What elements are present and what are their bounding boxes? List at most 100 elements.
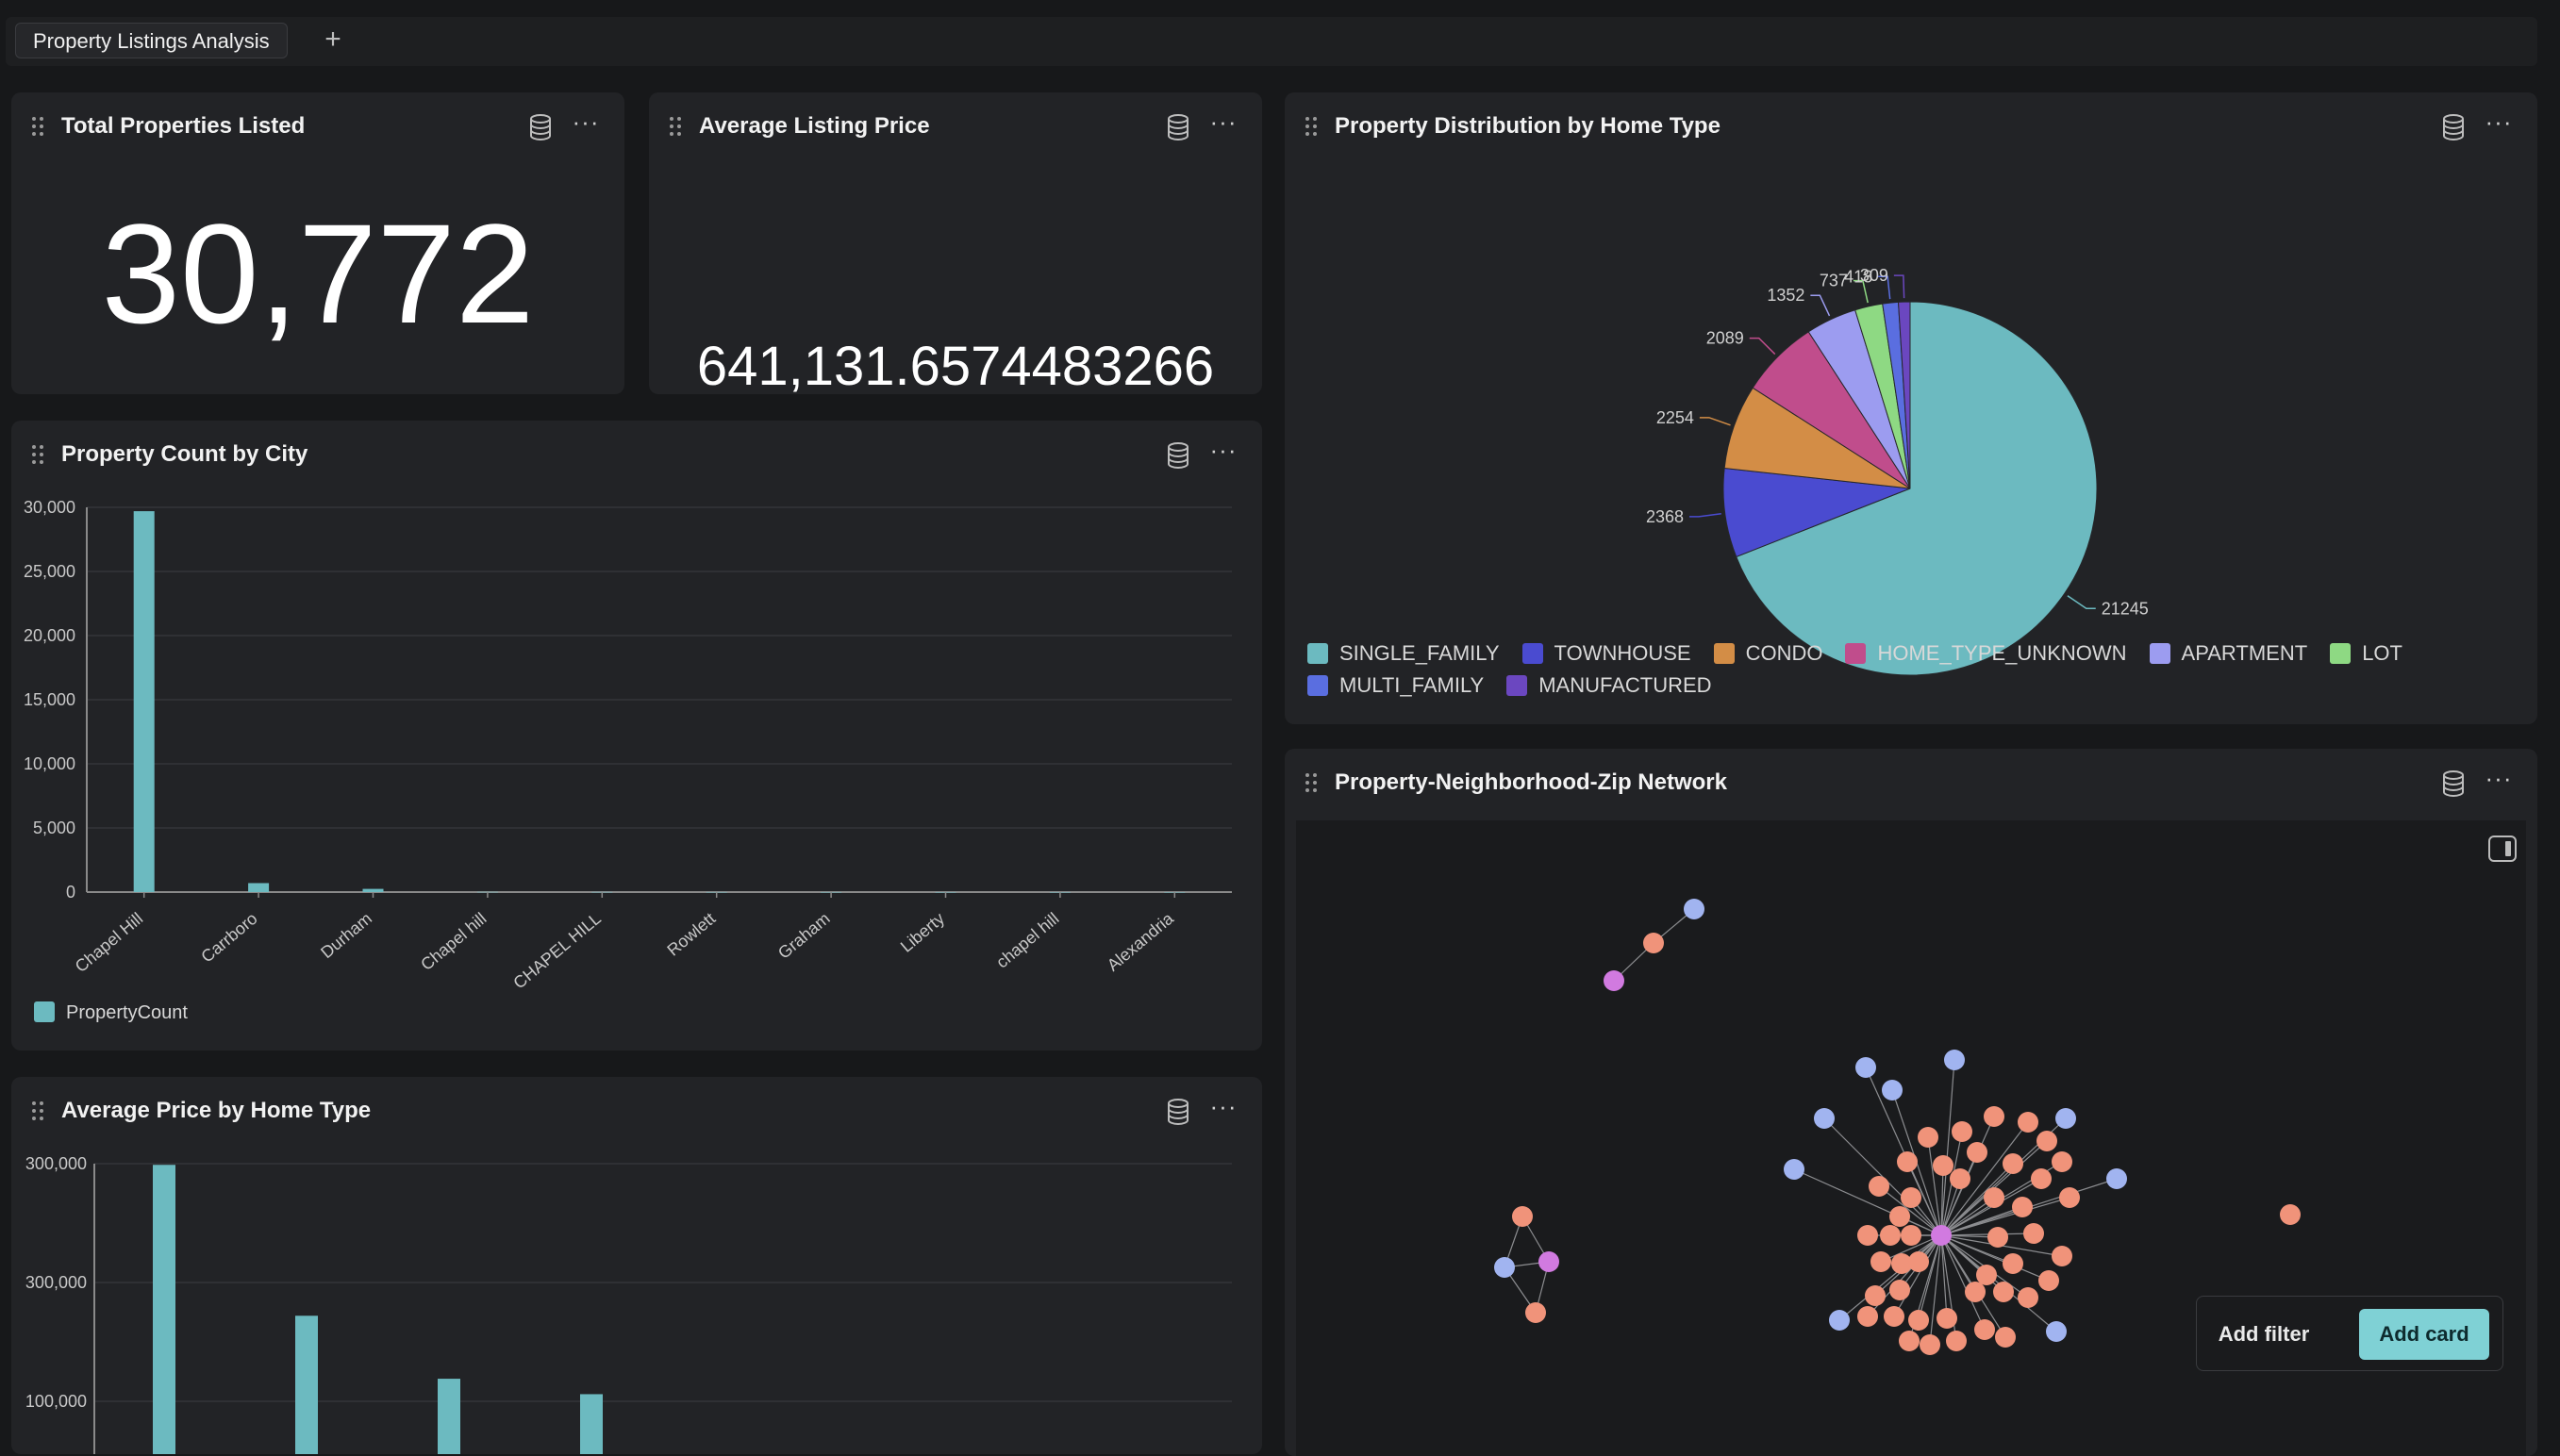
card-total-properties: Total Properties Listed ··· 30,772 xyxy=(11,92,624,394)
legend-item[interactable]: SINGLE_FAMILY xyxy=(1307,641,1500,666)
neighborhood-node xyxy=(1494,1257,1515,1278)
bar xyxy=(362,888,384,892)
y-tick-label: 300,000 xyxy=(25,1154,87,1173)
property-node xyxy=(1889,1206,1910,1227)
neighborhood-node xyxy=(2055,1108,2076,1129)
neighborhood-node xyxy=(1944,1050,1965,1070)
bar xyxy=(153,1165,175,1454)
y-tick-label: 10,000 xyxy=(24,754,75,773)
add-filter-button[interactable]: Add filter xyxy=(2218,1322,2310,1346)
property-node xyxy=(1899,1331,1920,1351)
neighborhood-node xyxy=(2046,1321,2067,1342)
legend-item[interactable]: HOME_TYPE_UNKNOWN xyxy=(1845,641,2127,666)
more-options-icon[interactable]: ··· xyxy=(1209,108,1238,136)
pie-value-label: 1352 xyxy=(1767,286,1804,305)
property-node xyxy=(1897,1151,1918,1172)
more-options-icon[interactable]: ··· xyxy=(1209,1092,1238,1120)
x-tick-label: chapel hill xyxy=(992,909,1062,972)
database-icon[interactable] xyxy=(528,113,553,141)
database-icon[interactable] xyxy=(1166,1098,1190,1126)
card-title: Property-Neighborhood-Zip Network xyxy=(1335,769,1727,795)
network-edge xyxy=(1940,1197,2070,1236)
property-node xyxy=(1901,1225,1921,1246)
pie-leader-line xyxy=(1688,512,1721,518)
property-node xyxy=(2018,1112,2038,1133)
neighborhood-node xyxy=(1684,899,1704,919)
drag-handle-icon[interactable] xyxy=(32,117,47,138)
property-node xyxy=(2012,1197,2033,1217)
more-options-icon[interactable]: ··· xyxy=(1209,436,1238,464)
add-card-button[interactable]: Add card xyxy=(2359,1309,2489,1360)
legend-item[interactable]: LOT xyxy=(2330,641,2402,666)
legend-item[interactable]: MANUFACTURED xyxy=(1506,673,1712,698)
network-edge xyxy=(1940,1197,1995,1236)
pie-value-label: 21245 xyxy=(2102,599,2149,618)
bar xyxy=(438,1379,460,1454)
y-tick-label: 20,000 xyxy=(24,626,75,645)
x-tick-label: Chapel Hill xyxy=(72,909,147,976)
bar xyxy=(295,1315,318,1454)
property-node xyxy=(2052,1246,2072,1266)
x-tick-label: Durham xyxy=(317,909,375,962)
drag-handle-icon[interactable] xyxy=(32,445,47,466)
legend-swatch xyxy=(2149,643,2170,664)
pie-value-label: 2368 xyxy=(1646,507,1684,526)
drag-handle-icon[interactable] xyxy=(32,1101,47,1122)
tab-property-listings-analysis[interactable]: Property Listings Analysis xyxy=(15,23,288,58)
pie-slice xyxy=(1722,467,1911,558)
database-icon[interactable] xyxy=(2441,769,2466,798)
pie-value-label: 2254 xyxy=(1656,408,1694,427)
y-tick-label: 15,000 xyxy=(24,690,75,709)
legend-label: MANUFACTURED xyxy=(1538,673,1712,697)
more-options-icon[interactable]: ··· xyxy=(2485,764,2513,792)
property-node xyxy=(1984,1106,2004,1127)
property-node xyxy=(1525,1302,1546,1323)
x-tick-label: Chapel hill xyxy=(417,909,490,974)
drag-handle-icon[interactable] xyxy=(1305,117,1321,138)
property-node xyxy=(2003,1253,2023,1274)
x-tick-label: CHAPEL HILL xyxy=(509,909,604,993)
property-node xyxy=(1952,1121,1972,1142)
metric-value: 641,131.6574483266 xyxy=(696,336,1215,394)
legend-item[interactable]: MULTI_FAMILY xyxy=(1307,673,1484,698)
floating-action-bar: Add filter Add card xyxy=(2196,1296,2503,1371)
property-node xyxy=(1889,1280,1910,1300)
legend-label: TOWNHOUSE xyxy=(1554,641,1691,665)
network-edge xyxy=(1893,1234,1942,1317)
property-node xyxy=(2036,1131,2057,1151)
property-node xyxy=(1950,1168,1970,1189)
database-icon[interactable] xyxy=(2441,113,2466,141)
property-node xyxy=(2038,1270,2059,1291)
legend-label: HOME_TYPE_UNKNOWN xyxy=(1877,641,2127,665)
legend-label: PropertyCount xyxy=(66,1002,188,1023)
drag-handle-icon[interactable] xyxy=(670,117,685,138)
more-options-icon[interactable]: ··· xyxy=(572,108,600,136)
network-edge xyxy=(1865,1067,1942,1236)
add-tab-button[interactable]: + xyxy=(324,24,341,55)
network-edge xyxy=(1838,1234,1942,1321)
property-node xyxy=(1965,1282,1986,1302)
card-title: Average Price by Home Type xyxy=(61,1098,372,1123)
neighborhood-node xyxy=(1814,1108,1835,1129)
database-icon[interactable] xyxy=(1166,441,1190,470)
more-options-icon[interactable]: ··· xyxy=(2485,108,2513,136)
legend-label: LOT xyxy=(2362,641,2402,665)
panel-toggle-icon[interactable] xyxy=(2488,836,2517,862)
database-icon[interactable] xyxy=(1166,113,1190,141)
x-tick-label: Alexandria xyxy=(1104,908,1178,975)
property-node xyxy=(1512,1206,1533,1227)
legend-item[interactable]: CONDO xyxy=(1713,641,1822,666)
network-edge xyxy=(1880,1234,1942,1263)
network-edge xyxy=(1940,1059,1955,1236)
legend-item[interactable]: TOWNHOUSE xyxy=(1521,641,1691,666)
pie-legend: SINGLE_FAMILY TOWNHOUSE CONDO HOME_TYPE_UNK… xyxy=(1307,641,2515,705)
legend-swatch xyxy=(34,1001,55,1022)
legend-item[interactable]: APARTMENT xyxy=(2149,641,2307,666)
card-avg-price-by-type: Average Price by Home Type ··· 300,000 30… xyxy=(11,1077,1262,1454)
card-home-type-distribution: Property Distribution by Home Type ··· 2… xyxy=(1285,92,2537,724)
card-average-price: Average Listing Price ··· 641,131.657448… xyxy=(649,92,1262,394)
neighborhood-node xyxy=(1855,1057,1876,1078)
drag-handle-icon[interactable] xyxy=(1305,773,1321,794)
network-edge xyxy=(1940,1234,1948,1319)
